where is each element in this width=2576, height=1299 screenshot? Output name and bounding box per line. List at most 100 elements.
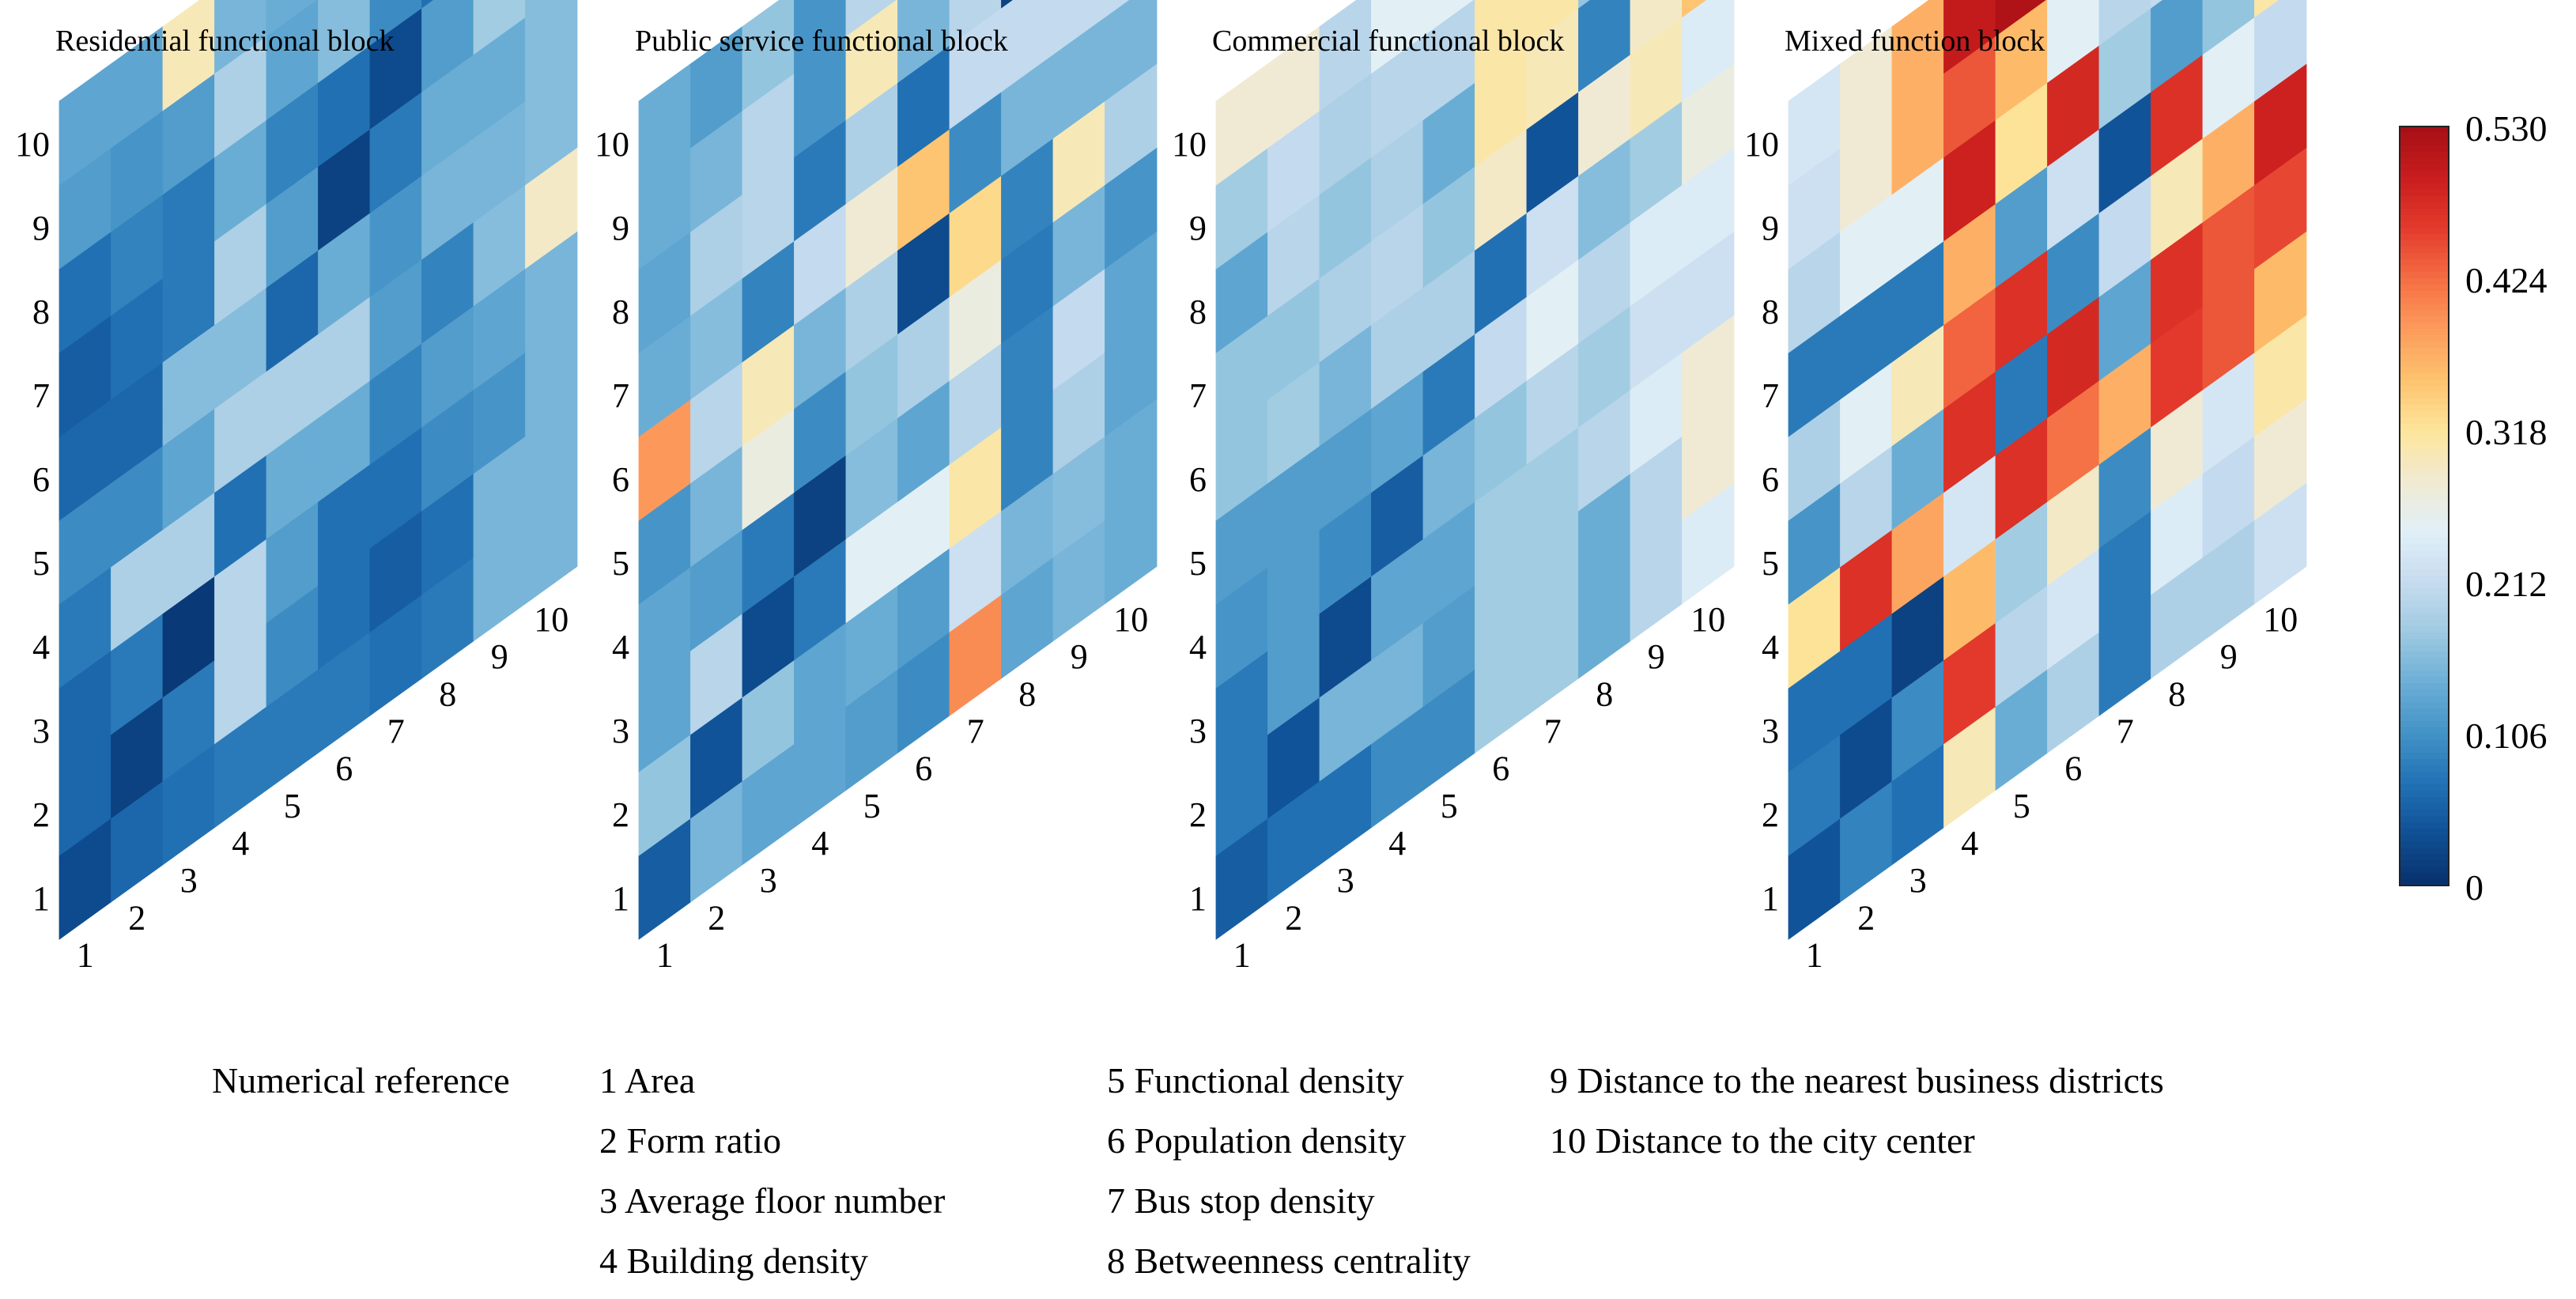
colorbar-step xyxy=(2400,746,2449,753)
colorbar-step xyxy=(2400,816,2449,823)
y-tick-label: 3 xyxy=(612,712,629,750)
colorbar-step xyxy=(2400,291,2449,298)
colorbar-step xyxy=(2400,202,2449,210)
colorbar-step xyxy=(2400,626,2449,633)
colorbar-step xyxy=(2400,449,2449,456)
colorbar-gradient xyxy=(2400,127,2449,886)
y-tick-label: 10 xyxy=(1172,125,1207,164)
legend-item: 7 Bus stop density xyxy=(1107,1180,1375,1221)
heatmap-cell xyxy=(525,0,550,18)
legend-item: 3 Average floor number xyxy=(599,1180,945,1221)
heatmap-cell xyxy=(1001,0,1054,93)
legend-heading: Numerical reference xyxy=(212,1060,510,1101)
y-tick-label: 2 xyxy=(1189,795,1207,834)
colorbar-step xyxy=(2400,607,2449,614)
heatmap-cell xyxy=(525,0,578,102)
colorbar-step xyxy=(2400,310,2449,317)
colorbar-step xyxy=(2400,557,2449,564)
x-tick-label: 1 xyxy=(1806,935,1823,974)
colorbar-step xyxy=(2400,506,2449,513)
y-tick-label: 9 xyxy=(1762,209,1779,247)
heatmap-cell xyxy=(421,0,474,93)
y-tick-label: 4 xyxy=(1762,628,1779,666)
heatmap-cell xyxy=(1475,0,1528,83)
heatmap-cell xyxy=(318,0,371,83)
heatmap-cell xyxy=(845,0,897,37)
colorbar-step xyxy=(2400,639,2449,646)
colorbar-step xyxy=(2400,601,2449,608)
colorbar-step xyxy=(2400,215,2449,222)
heatmap-cell xyxy=(266,0,319,121)
heatmap-cell xyxy=(2254,0,2307,102)
x-tick-label: 4 xyxy=(811,824,829,863)
heatmap-cell xyxy=(2098,0,2151,46)
legend-item: 4 Building density xyxy=(599,1240,868,1281)
heatmap-cell xyxy=(1630,0,1683,55)
colorbar-frame xyxy=(2399,126,2449,886)
colorbar-step xyxy=(2400,221,2449,228)
heatmap-cell xyxy=(2047,0,2100,83)
y-tick-label: 4 xyxy=(1189,628,1207,666)
colorbar-step xyxy=(2400,272,2449,279)
y-tick-label: 6 xyxy=(1189,460,1207,499)
legend-item: 5 Functional density xyxy=(1107,1060,1404,1101)
heatmap-cell xyxy=(2202,0,2255,55)
colorbar-step xyxy=(2400,329,2449,336)
colorbar-step xyxy=(2400,519,2449,526)
colorbar-step xyxy=(2400,500,2449,507)
legend-item: 1 Area xyxy=(599,1060,695,1101)
x-tick-label: 6 xyxy=(335,750,353,788)
colorbar-step xyxy=(2400,247,2449,254)
x-tick-label: 2 xyxy=(1857,898,1875,937)
colorbar-step xyxy=(2400,158,2449,165)
colorbar-step xyxy=(2400,835,2449,842)
legend-item: 9 Distance to the nearest business distr… xyxy=(1550,1060,2164,1101)
y-tick-label: 6 xyxy=(1762,460,1779,499)
colorbar-step xyxy=(2400,398,2449,406)
x-tick-label: 7 xyxy=(967,712,984,751)
y-tick-label: 9 xyxy=(32,209,50,247)
colorbar-tick-label: 0.424 xyxy=(2465,260,2548,300)
colorbar-step xyxy=(2400,405,2449,412)
colorbar-tick-label: 0.318 xyxy=(2465,412,2548,452)
colorbar-step xyxy=(2400,525,2449,532)
colorbar-step xyxy=(2400,879,2449,886)
x-tick-label: 9 xyxy=(1648,637,1665,676)
colorbar-step xyxy=(2400,651,2449,659)
panel-title: Public service functional block xyxy=(635,25,1008,58)
colorbar-step xyxy=(2400,778,2449,785)
x-tick-label: 3 xyxy=(1909,861,1927,900)
colorbar-step xyxy=(2400,380,2449,387)
colorbar-step xyxy=(2400,633,2449,640)
colorbar-step xyxy=(2400,810,2449,817)
y-tick-label: 7 xyxy=(1762,376,1779,415)
x-tick-label: 1 xyxy=(1233,935,1251,974)
colorbar-step xyxy=(2400,278,2449,285)
heatmap-cell xyxy=(162,0,215,111)
y-tick-label: 8 xyxy=(1762,293,1779,331)
heatmap-cell xyxy=(1891,0,1944,111)
colorbar-step xyxy=(2400,683,2449,690)
colorbar-step xyxy=(2400,797,2449,804)
x-tick-label: 1 xyxy=(77,935,94,974)
x-tick-label: 5 xyxy=(863,787,881,825)
x-tick-label: 6 xyxy=(2064,750,2082,788)
colorbar-step xyxy=(2400,240,2449,247)
x-tick-label: 9 xyxy=(491,637,508,676)
colorbar-step xyxy=(2400,784,2449,791)
colorbar-step xyxy=(2400,455,2449,463)
panel-title: Mixed function block xyxy=(1785,25,2045,58)
colorbar-step xyxy=(2400,190,2449,197)
y-tick-label: 10 xyxy=(1744,125,1779,164)
colorbar-step xyxy=(2400,297,2449,304)
colorbar-step xyxy=(2400,759,2449,766)
heatmap-panel: Residential functional block123456789101… xyxy=(15,0,578,974)
heatmap-cell xyxy=(845,0,898,121)
colorbar-step xyxy=(2400,803,2449,810)
colorbar-step xyxy=(2400,531,2449,538)
y-tick-label: 7 xyxy=(32,376,50,415)
y-tick-label: 4 xyxy=(612,628,629,666)
colorbar-step xyxy=(2400,740,2449,747)
x-tick-label: 7 xyxy=(387,712,405,751)
colorbar-step xyxy=(2400,259,2449,266)
